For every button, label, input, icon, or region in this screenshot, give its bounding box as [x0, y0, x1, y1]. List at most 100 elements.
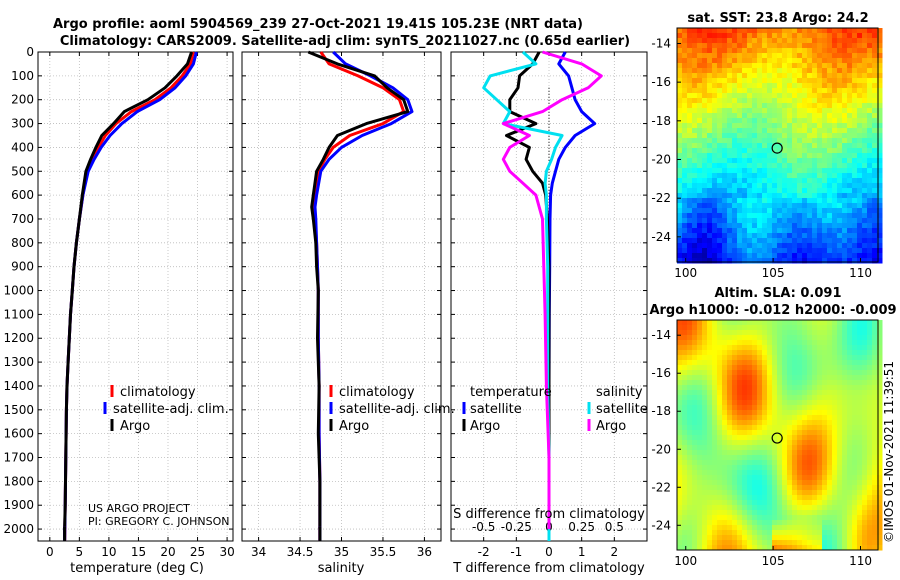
map-cell	[697, 108, 703, 114]
map-cell	[792, 430, 798, 436]
map-cell	[727, 530, 733, 536]
map-cell	[702, 153, 708, 159]
map-cell	[727, 63, 733, 69]
map-cell	[802, 525, 808, 531]
map-cell	[702, 113, 708, 119]
map-cell	[842, 123, 848, 129]
map-cell	[797, 123, 803, 129]
map-cell	[677, 530, 683, 536]
map-cell	[762, 330, 768, 336]
map-cell	[682, 490, 688, 496]
map-cell	[707, 233, 713, 239]
map-cell	[692, 375, 698, 381]
map-cell	[737, 48, 743, 54]
map-cell	[867, 325, 873, 331]
map-cell	[857, 258, 863, 264]
map-cell	[812, 153, 818, 159]
map-cell	[872, 385, 878, 391]
map-cell	[797, 103, 803, 109]
map-cell	[817, 48, 823, 54]
map-cell	[822, 340, 828, 346]
map-cell	[802, 485, 808, 491]
map-cell	[862, 510, 868, 516]
map-cell	[692, 530, 698, 536]
map-cell	[767, 345, 773, 351]
map-cell	[827, 183, 833, 189]
map-cell	[797, 48, 803, 54]
map-cell	[742, 83, 748, 89]
map-cell	[697, 335, 703, 341]
map-cell	[772, 400, 778, 406]
map-cell	[862, 48, 868, 54]
sla-map-title-2: Argo h1000: -0.012 h2000: -0.009	[649, 303, 896, 318]
map-cell	[802, 203, 808, 209]
map-cell	[867, 258, 873, 264]
map-cell	[767, 193, 773, 199]
map-cell	[782, 258, 788, 264]
map-cell	[872, 480, 878, 486]
map-cell	[747, 93, 753, 99]
map-cell	[692, 218, 698, 224]
map-cell	[732, 515, 738, 521]
map-cell	[777, 103, 783, 109]
map-cell	[847, 203, 853, 209]
map-cell	[807, 415, 813, 421]
map-frame	[676, 319, 879, 551]
map-cell	[767, 238, 773, 244]
map-cell	[777, 78, 783, 84]
map-cell	[757, 33, 763, 39]
map-cell	[747, 28, 753, 34]
map-cell	[677, 198, 683, 204]
map-cell	[817, 525, 823, 531]
map-cell	[817, 248, 823, 254]
map-cell	[702, 188, 708, 194]
map-cell	[752, 530, 758, 536]
map-cell	[807, 258, 813, 264]
map-cell	[832, 193, 838, 199]
map-cell	[762, 420, 768, 426]
map-cell	[772, 123, 778, 129]
map-cell	[872, 203, 878, 209]
map-cell	[702, 330, 708, 336]
map-cell	[747, 163, 753, 169]
map-cell	[787, 123, 793, 129]
map-cell	[747, 53, 753, 59]
map-cell	[737, 28, 743, 34]
map-cell	[682, 405, 688, 411]
map-cell	[857, 98, 863, 104]
map-cell	[687, 355, 693, 361]
map-cell	[787, 223, 793, 229]
map-cell	[802, 505, 808, 511]
map-cell	[787, 233, 793, 239]
map-cell	[697, 455, 703, 461]
map-cell	[707, 228, 713, 234]
map-cell	[837, 258, 843, 264]
map-cell	[872, 325, 878, 331]
map-cell	[877, 335, 883, 341]
map-cell	[777, 390, 783, 396]
map-cell	[787, 198, 793, 204]
map-cell	[677, 510, 683, 516]
map-cell	[877, 505, 883, 511]
map-cell	[712, 58, 718, 64]
map-cell	[772, 238, 778, 244]
map-cell	[702, 350, 708, 356]
map-cell	[697, 118, 703, 124]
y-tick-label: 900	[11, 260, 34, 274]
map-cell	[877, 395, 883, 401]
map-cell	[832, 118, 838, 124]
map-cell	[757, 435, 763, 441]
map-cell	[702, 233, 708, 239]
map-cell	[787, 395, 793, 401]
map-cell	[692, 455, 698, 461]
map-cell	[762, 460, 768, 466]
map-cell	[712, 83, 718, 89]
map-cell	[832, 420, 838, 426]
map-cell	[817, 33, 823, 39]
map-cell	[807, 118, 813, 124]
map-cell	[852, 218, 858, 224]
map-cell	[737, 365, 743, 371]
map-cell	[817, 173, 823, 179]
map-cell	[812, 43, 818, 49]
map-cell	[822, 430, 828, 436]
